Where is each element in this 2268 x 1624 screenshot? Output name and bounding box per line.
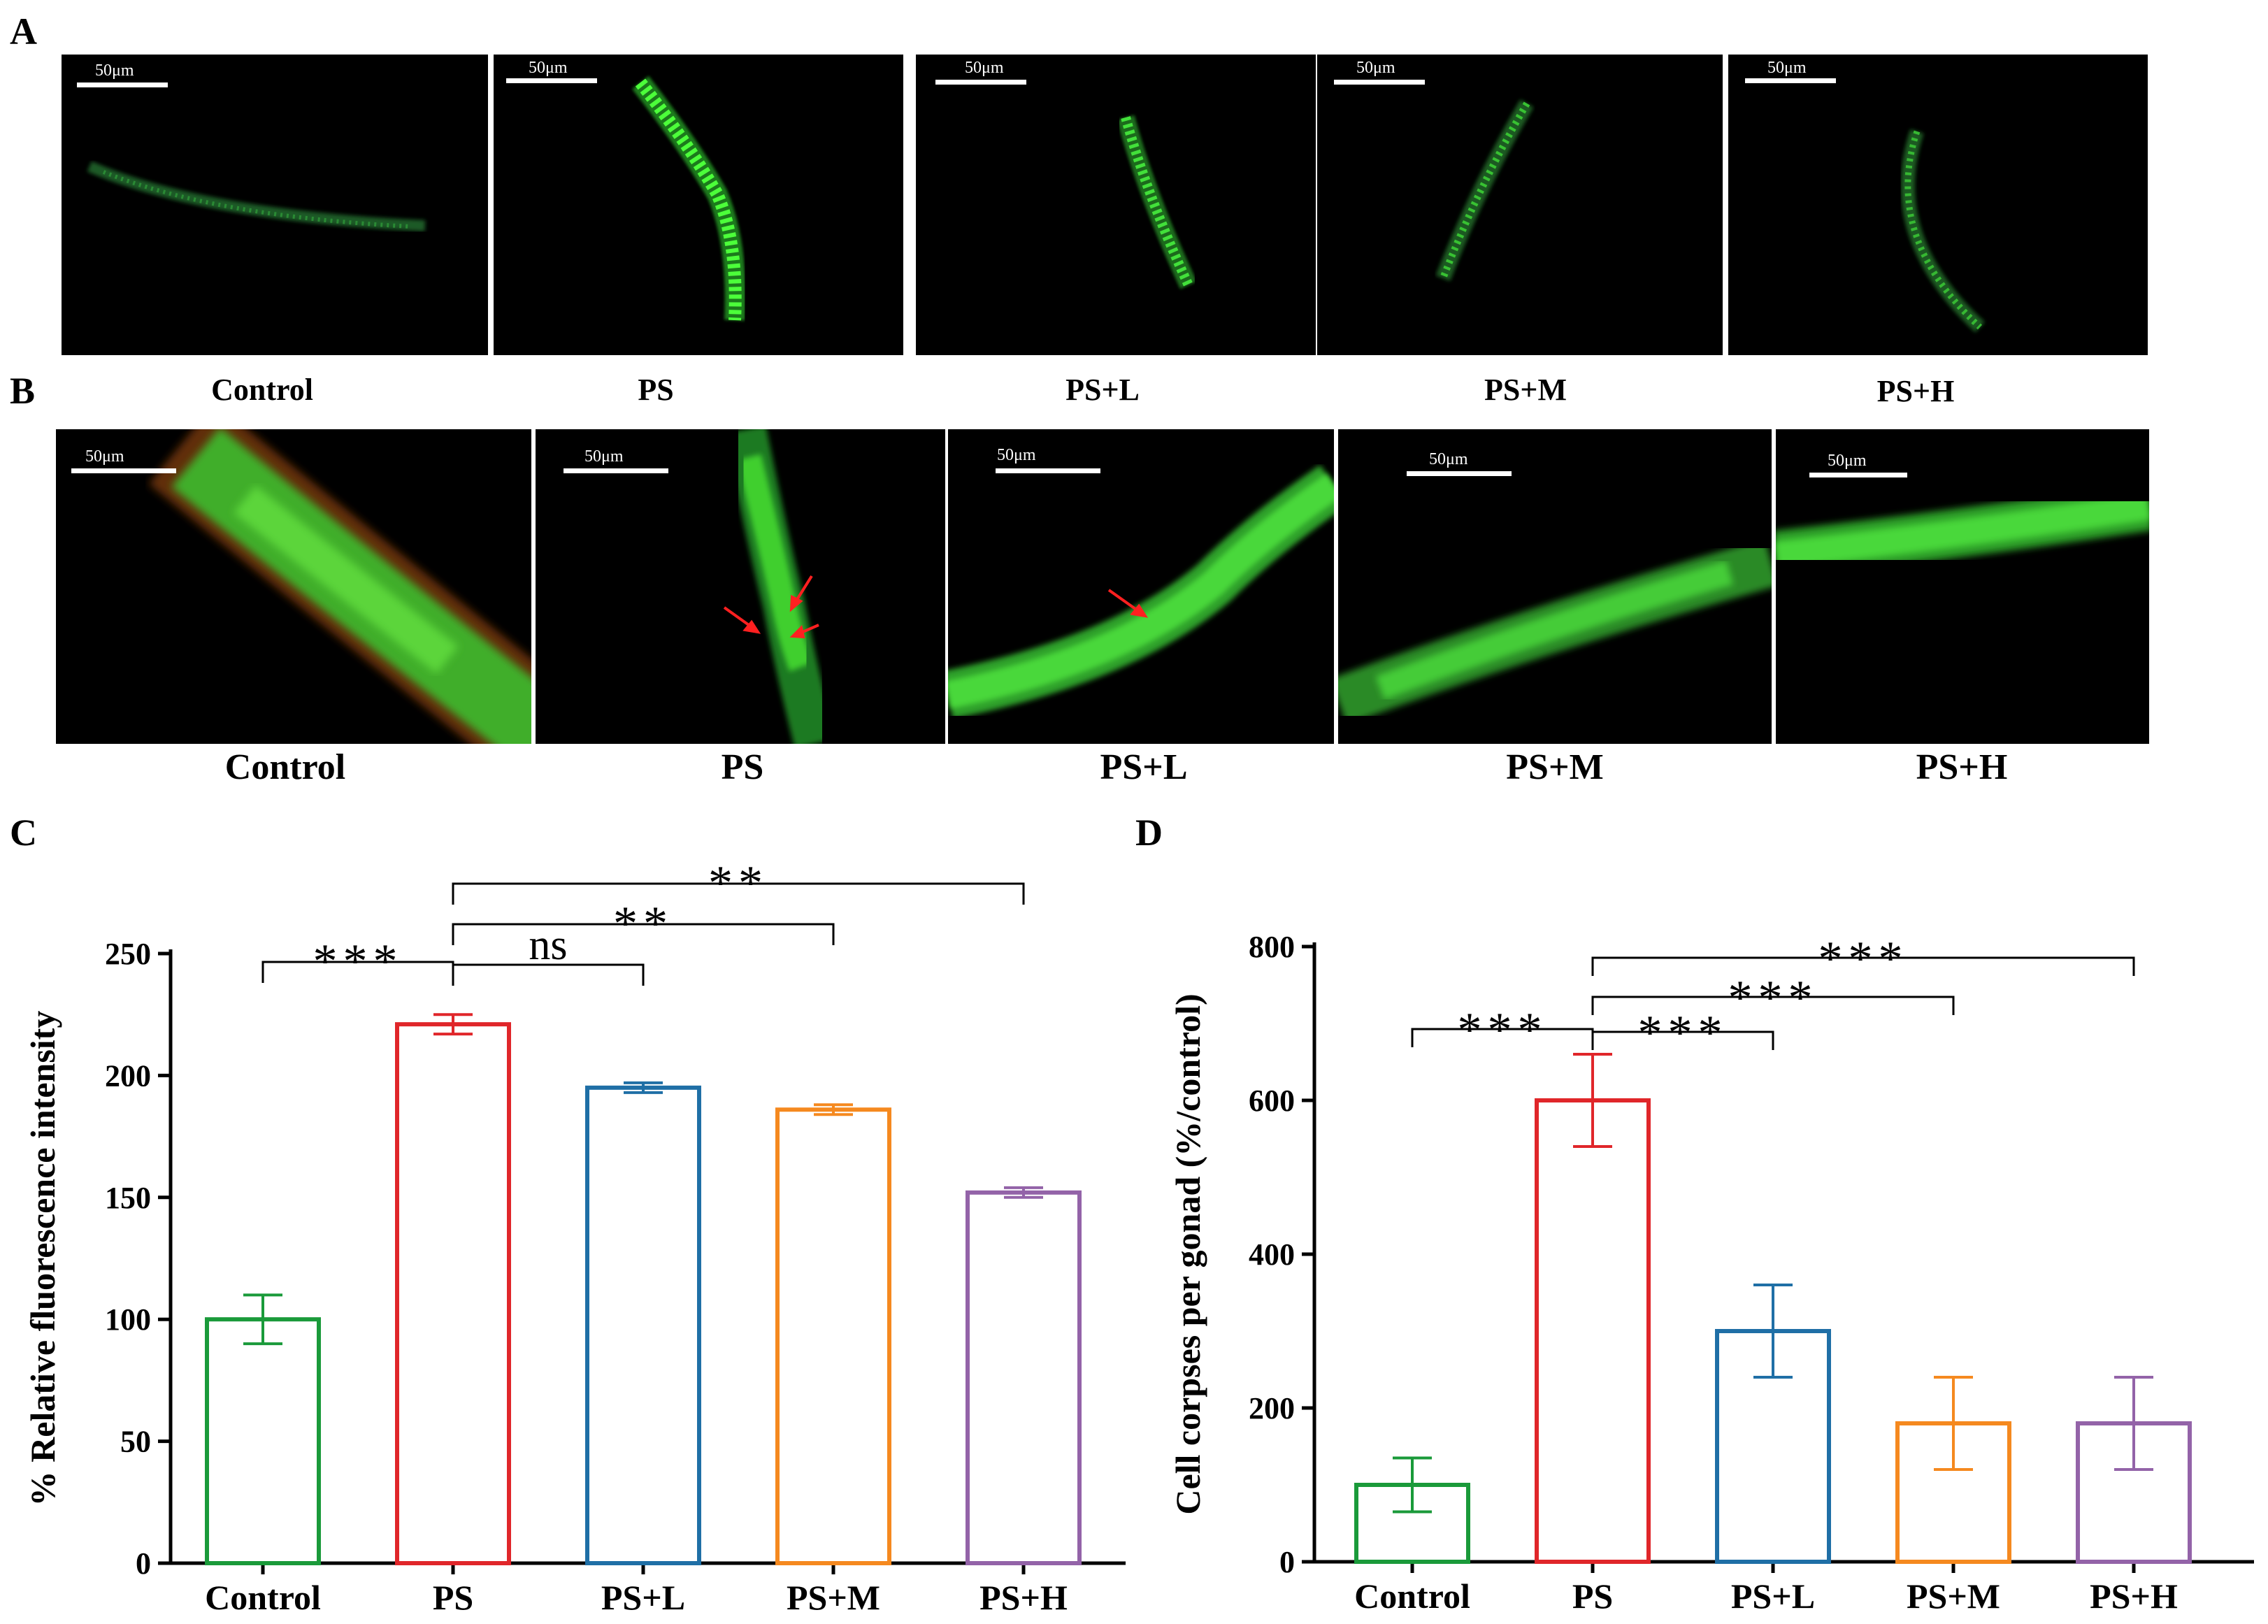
micrograph-b-psh: 50μm [1776,429,2149,744]
row-b-label-psh: PS+H [1916,747,2008,787]
bar [395,1022,511,1565]
significance-label: *** [1818,932,1909,986]
y-tick-label: 0 [1279,1545,1295,1579]
y-tick-label: 800 [1249,930,1295,964]
bar [205,1317,321,1565]
significance-bracket [1591,996,1955,1015]
row-b-label-ps: PS [721,747,764,787]
x-tick-label: PS [433,1578,473,1617]
panel-letter-a: A [10,10,37,52]
micrograph-a-psh: 50μm [1728,55,2148,355]
x-tick-label: PS+M [1907,1576,2000,1616]
scale-label: 50μm [529,59,568,77]
row-b-label-psl: PS+L [1100,747,1188,787]
significance-bracket [452,882,1025,905]
y-tick-label: 250 [105,937,151,971]
y-tick-label: 600 [1249,1084,1295,1118]
x-tick-label: PS+L [1731,1576,1815,1616]
micrograph-b-psm: 50μm [1338,429,1772,744]
micrograph-a-psl: 50μm [916,55,1316,355]
scale-label: 50μm [1356,59,1395,77]
y-tick-label: 50 [120,1425,151,1459]
scale-bar [564,468,668,473]
x-tick-label: PS+M [787,1578,880,1617]
significance-label: *** [1638,1006,1728,1060]
scale-bar [71,468,176,473]
x-tick-label: PS+L [601,1578,685,1617]
bar [585,1085,701,1565]
scale-bar [1407,471,1512,476]
scale-label: 50μm [965,59,1004,77]
y-axis-label: % Relative fluorescence intensity [23,1011,62,1507]
row-b-label-psm: PS+M [1506,747,1604,787]
y-tick-label: 100 [105,1302,151,1337]
x-tick-label: PS+H [979,1578,1068,1617]
y-tick-label: 200 [105,1058,151,1093]
scale-label: 50μm [1767,59,1807,77]
significance-bracket [452,963,645,986]
micrograph-b-control: 50μm [56,429,531,744]
scale-bar [1809,473,1907,477]
row-a-label-psm: PS+M [1484,373,1567,407]
row-a-label-ps: PS [638,373,674,407]
scale-label: 50μm [95,62,134,80]
significance-bracket [1591,956,2135,976]
significance-label: ** [708,856,768,910]
significance-label: *** [313,935,403,989]
scale-bar [1745,78,1836,83]
scale-label: 50μm [85,447,124,466]
scale-label: 50μm [1828,452,1867,470]
panel-letter-b: B [10,370,36,412]
micrograph-b-ps: 50μm [536,429,945,744]
scale-bar [935,80,1026,85]
arrow-icon [1107,589,1149,618]
micrograph-a-control: 50μm [62,55,488,355]
significance-bracket [452,923,835,945]
scale-bar [77,82,168,87]
significance-bracket [1591,1030,1774,1050]
row-a-label-control: Control [211,373,313,407]
micrograph-a-psm: 50μm [1317,55,1723,355]
panel-letter-d: D [1135,812,1163,854]
significance-label: ** [613,897,673,951]
y-tick-label: 400 [1249,1237,1295,1272]
bar [1535,1098,1651,1564]
scale-label: 50μm [997,446,1036,464]
scale-label: 50μm [584,447,624,466]
chart-c: 0 50 100 150 200 250 Control PS PS+L PS+M PS+H % Re… [23,856,1126,1617]
x-tick-label: Control [205,1578,321,1617]
row-a-label-psl: PS+L [1065,373,1140,407]
scale-bar [1334,80,1425,85]
scale-label: 50μm [1429,450,1468,468]
bar [775,1107,891,1566]
y-tick-label: 150 [105,1181,151,1215]
x-tick-label: PS+H [2090,1576,2178,1616]
x-tick-label: PS [1572,1576,1613,1616]
row-b-label-control: Control [224,747,346,787]
scale-bar [506,78,597,83]
significance-label: ns [529,921,567,969]
micrograph-b-psl: 50μm [948,429,1334,744]
micrograph-a-ps: 50μm [494,55,903,355]
x-tick-label: Control [1354,1576,1470,1616]
arrow-icon [723,575,819,639]
y-axis-label: Cell corpses per gonad (%/control) [1168,993,1207,1514]
significance-label: *** [1458,1003,1548,1057]
scale-bar [996,468,1100,473]
bar [966,1190,1082,1565]
y-tick-label: 0 [136,1546,151,1581]
panel-letter-c: C [10,812,37,854]
row-a-label-psh: PS+H [1876,374,1955,408]
y-tick-label: 200 [1249,1391,1295,1425]
significance-label: *** [1728,971,1818,1025]
chart-d: 0 200 400 600 800 Control PS PS+L PS+M PS+H Cell c… [1168,930,2254,1616]
